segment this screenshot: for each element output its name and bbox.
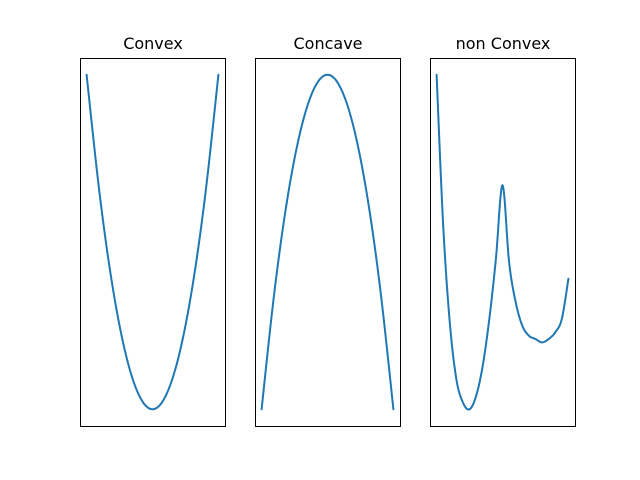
subplot-non-convex-title: non Convex <box>456 34 551 53</box>
subplot-concave-line <box>260 73 395 411</box>
subplot-concave: Concave <box>255 34 401 427</box>
subplot-non-convex-frame <box>430 58 576 427</box>
subplot-concave-title: Concave <box>293 34 362 53</box>
subplot-convex: Convex <box>80 34 226 427</box>
subplot-convex-title: Convex <box>123 34 183 53</box>
subplot-non-convex: non Convex <box>430 34 576 427</box>
subplot-convex-line <box>85 73 220 411</box>
subplot-concave-frame <box>255 58 401 427</box>
subplot-convex-frame <box>80 58 226 427</box>
subplot-non-convex-line <box>435 73 570 411</box>
